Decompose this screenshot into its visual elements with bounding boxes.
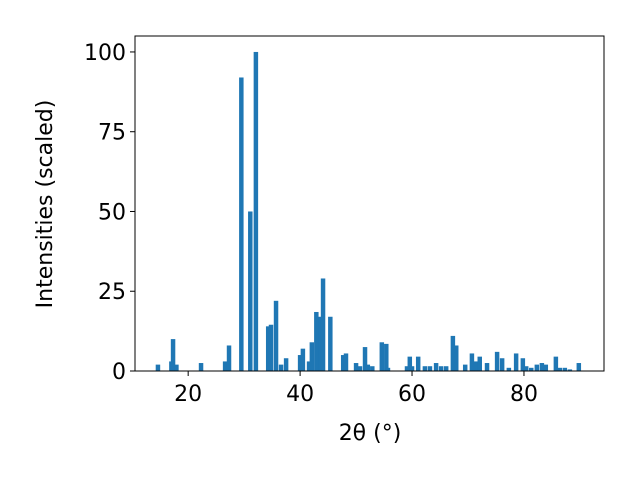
bar: [379, 342, 385, 371]
bar: [462, 364, 468, 371]
bar: [523, 366, 529, 371]
bar: [407, 356, 413, 371]
bar: [273, 300, 279, 371]
y-tick-label: 0: [112, 360, 126, 385]
bar: [562, 367, 568, 371]
bar: [265, 326, 271, 371]
bar: [222, 361, 228, 371]
x-axis-label: 2θ (°): [339, 421, 402, 446]
bar: [370, 366, 375, 371]
bar: [539, 363, 545, 371]
bar: [567, 369, 573, 371]
x-tick-label: 60: [398, 382, 426, 407]
bar: [353, 363, 359, 371]
bar: [226, 345, 232, 371]
bar: [576, 363, 582, 371]
bar: [318, 316, 323, 371]
bar: [543, 364, 549, 371]
bar: [404, 366, 410, 371]
bar: [362, 347, 368, 371]
bar: [534, 364, 540, 371]
bar: [365, 364, 371, 371]
bar: [385, 367, 391, 371]
x-tick-label: 40: [286, 382, 314, 407]
bar: [297, 355, 303, 371]
bar: [239, 77, 244, 371]
bar: [484, 363, 490, 371]
bar: [473, 361, 479, 371]
bar: [494, 351, 500, 371]
bar: [520, 358, 526, 371]
x-tick-label: 80: [510, 382, 538, 407]
bar: [278, 364, 284, 371]
bar: [309, 342, 315, 371]
bar: [340, 355, 346, 371]
bar: [415, 356, 421, 371]
bar: [328, 316, 333, 371]
bar: [553, 356, 559, 371]
bar: [422, 366, 428, 371]
bar: [513, 353, 519, 371]
y-axis-label: Intensities (scaled): [33, 100, 58, 309]
bar: [529, 367, 534, 371]
bar: [433, 363, 439, 371]
bar: [427, 366, 433, 371]
bar: [314, 311, 319, 371]
bar: [357, 366, 363, 371]
bar: [155, 364, 161, 371]
bar: [268, 324, 274, 371]
bar: [343, 353, 349, 371]
bar: [170, 339, 176, 371]
y-tick-label: 50: [98, 200, 126, 225]
y-tick-label: 75: [98, 121, 126, 146]
bar: [306, 361, 312, 371]
bar: [438, 366, 444, 371]
bar: [477, 356, 482, 371]
bar: [454, 345, 459, 371]
bar: [248, 211, 253, 371]
bar: [253, 51, 259, 371]
bar: [198, 363, 204, 371]
bar: [469, 353, 475, 371]
y-tick-label: 100: [84, 41, 126, 66]
bar: [557, 367, 563, 371]
bar: [283, 358, 289, 371]
bar: [499, 358, 505, 371]
y-tick-label: 25: [98, 280, 126, 305]
bar: [443, 366, 449, 371]
bar: [320, 278, 326, 371]
bar: [300, 348, 306, 371]
plot-frame: [134, 35, 605, 372]
bar: [409, 366, 415, 371]
bar: [506, 367, 512, 371]
x-tick-label: 20: [174, 382, 202, 407]
bar: [384, 343, 389, 371]
bar: [174, 364, 179, 371]
bar: [450, 335, 456, 371]
